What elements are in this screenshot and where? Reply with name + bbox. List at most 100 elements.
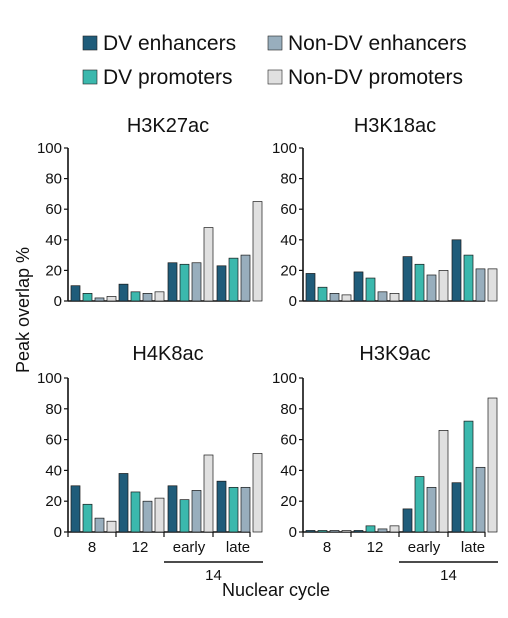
- legend-swatch: [267, 69, 283, 85]
- bar: [167, 485, 178, 533]
- x-tick-label: early: [173, 539, 206, 556]
- bar: [317, 286, 328, 302]
- bar: [70, 485, 81, 533]
- bar: [191, 490, 202, 533]
- bar: [317, 530, 328, 533]
- y-tick-label: 40: [45, 232, 62, 249]
- bar: [487, 268, 498, 302]
- bar: [426, 274, 437, 302]
- bar: [365, 277, 376, 302]
- bar: [191, 262, 202, 302]
- x-tick-label: 8: [88, 539, 96, 556]
- bar: [329, 530, 340, 533]
- y-tick-label: 80: [45, 171, 62, 188]
- bar: [167, 262, 178, 302]
- bar: [341, 530, 352, 533]
- bar: [130, 291, 141, 302]
- y-tick-label: 80: [280, 401, 297, 418]
- bar: [216, 265, 227, 302]
- bar: [82, 293, 93, 302]
- bar: [305, 273, 316, 302]
- bar: [70, 285, 81, 302]
- cycle-group-label: 14: [205, 567, 222, 584]
- legend: DV enhancers Non-DV enhancers DV promoters…: [82, 32, 467, 89]
- panel-title: H3K9ac: [359, 343, 430, 365]
- bar: [402, 508, 413, 533]
- y-tick-label: 80: [45, 401, 62, 418]
- bar: [142, 500, 153, 533]
- legend-swatch: [82, 69, 98, 85]
- bar: [389, 293, 400, 302]
- bar: [106, 296, 117, 302]
- bar: [353, 530, 364, 533]
- legend-label: Non-DV promoters: [288, 66, 463, 89]
- x-tick-label: late: [226, 539, 250, 556]
- bar: [154, 497, 165, 533]
- y-tick-label: 60: [45, 432, 62, 449]
- bar: [487, 397, 498, 533]
- panel-h3k27ac: H3K27ac 0 20 40 60 80 100: [37, 115, 263, 310]
- bar: [305, 530, 316, 533]
- bar: [216, 480, 227, 533]
- panel-title: H4K8ac: [132, 343, 203, 365]
- bar: [426, 486, 437, 533]
- bar: [475, 268, 486, 302]
- legend-label: DV promoters: [103, 66, 233, 89]
- panel-h3k18ac: H3K18ac 0 20 40 60 80 100: [272, 115, 498, 310]
- bar: [414, 263, 425, 302]
- bar: [203, 454, 214, 533]
- y-tick-label: 40: [280, 462, 297, 479]
- bar: [94, 517, 105, 533]
- bar: [179, 499, 190, 533]
- x-axis-label: Nuclear cycle: [222, 580, 330, 600]
- bar: [365, 525, 376, 533]
- bar: [377, 528, 388, 533]
- bar: [414, 476, 425, 533]
- legend-label: Non-DV enhancers: [288, 32, 467, 55]
- bar: [402, 256, 413, 302]
- y-tick-label: 0: [54, 524, 62, 541]
- y-tick-label: 40: [280, 232, 297, 249]
- bar: [82, 503, 93, 533]
- y-tick-label: 60: [45, 201, 62, 218]
- bar: [438, 430, 449, 533]
- y-tick-label: 60: [280, 201, 297, 218]
- bar: [154, 291, 165, 302]
- bar: [142, 293, 153, 302]
- x-tick-label: 12: [367, 539, 384, 556]
- bar: [252, 201, 263, 302]
- y-tick-label: 100: [272, 140, 297, 157]
- bar: [353, 271, 364, 302]
- y-axis-label: Peak overlap %: [13, 247, 33, 373]
- bar: [475, 466, 486, 533]
- legend-label: DV enhancers: [103, 32, 236, 55]
- y-tick-label: 20: [45, 262, 62, 279]
- y-tick-label: 100: [272, 370, 297, 387]
- bar: [438, 270, 449, 302]
- x-tick-label: late: [461, 539, 485, 556]
- y-tick-label: 0: [289, 524, 297, 541]
- y-tick-label: 40: [45, 462, 62, 479]
- x-tick-label: 12: [132, 539, 149, 556]
- bar: [228, 257, 239, 302]
- bar: [451, 239, 462, 302]
- bar: [228, 486, 239, 533]
- y-tick-label: 20: [45, 493, 62, 510]
- bar: [179, 263, 190, 302]
- bar: [463, 420, 474, 533]
- bar: [240, 254, 251, 302]
- bar: [377, 291, 388, 302]
- bar: [94, 297, 105, 302]
- bar: [106, 520, 117, 533]
- legend-swatch: [82, 35, 98, 51]
- bar: [240, 486, 251, 533]
- y-tick-label: 20: [280, 262, 297, 279]
- y-tick-label: 0: [289, 293, 297, 310]
- y-tick-label: 80: [280, 171, 297, 188]
- x-tick-label: early: [408, 539, 441, 556]
- bar: [451, 482, 462, 533]
- y-tick-label: 20: [280, 493, 297, 510]
